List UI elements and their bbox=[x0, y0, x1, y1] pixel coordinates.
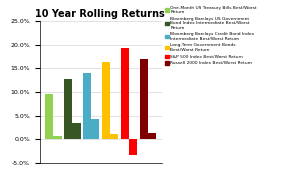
Bar bbox=[110, 134, 118, 139]
Bar bbox=[129, 139, 137, 155]
Text: 10 Year Rolling Returns: 10 Year Rolling Returns bbox=[35, 9, 164, 19]
Bar bbox=[72, 123, 80, 139]
Bar bbox=[140, 59, 148, 139]
Bar bbox=[45, 94, 53, 139]
Bar bbox=[64, 79, 72, 139]
Bar bbox=[148, 133, 156, 139]
Bar bbox=[53, 136, 62, 139]
Legend: One-Month US Treasury Bills Best/Worst
Return, Bloomberg Barclays US Government
: One-Month US Treasury Bills Best/Worst R… bbox=[165, 5, 258, 66]
Bar bbox=[91, 119, 99, 139]
Bar bbox=[121, 48, 129, 139]
Bar bbox=[83, 73, 91, 139]
Bar bbox=[102, 62, 110, 139]
